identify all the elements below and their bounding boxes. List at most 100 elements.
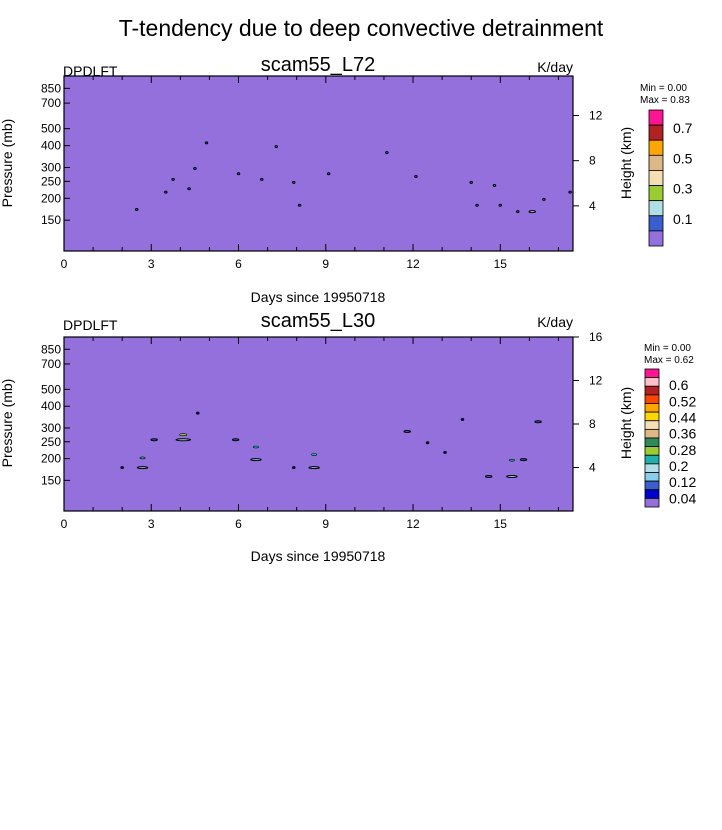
y2-tick-label: 12 bbox=[589, 374, 603, 388]
colorbar-swatch bbox=[648, 124, 664, 141]
contour-outer bbox=[274, 145, 279, 149]
detrainment-feature bbox=[204, 141, 209, 145]
y-tick-label: 200 bbox=[41, 191, 61, 205]
contour-outer bbox=[187, 187, 191, 191]
x-tick-label: 6 bbox=[235, 257, 242, 271]
colorbar-label: 0.6 bbox=[669, 377, 689, 393]
contour-outer bbox=[475, 203, 479, 207]
stats-min: Min = 0.00 bbox=[640, 83, 687, 94]
detrainment-feature bbox=[484, 474, 493, 478]
y-tick-label: 150 bbox=[41, 473, 61, 487]
y-tick-label: 250 bbox=[41, 174, 61, 188]
contour-outer bbox=[250, 458, 262, 462]
detrainment-feature bbox=[519, 458, 528, 462]
y2-tick-label: 4 bbox=[589, 461, 596, 475]
contour-inner bbox=[253, 445, 259, 449]
detrainment-feature bbox=[403, 430, 411, 434]
colorbar-label: 0.1 bbox=[673, 211, 693, 227]
colorbar-label: 0.36 bbox=[669, 426, 696, 442]
detrainment-feature bbox=[250, 445, 262, 462]
contour-outer bbox=[568, 190, 572, 194]
colorbar-swatch bbox=[648, 139, 664, 156]
y-axis-label: Pressure (mb) bbox=[0, 379, 15, 468]
stats-max: Max = 0.62 bbox=[644, 355, 694, 366]
colorbar: 0.60.520.440.360.280.20.120.04 bbox=[644, 368, 696, 508]
x-tick-label: 9 bbox=[322, 517, 329, 531]
y2-tick-label: 8 bbox=[589, 154, 596, 168]
colorbar-label: 0.44 bbox=[669, 410, 696, 426]
y2-tick-label: 4 bbox=[589, 199, 596, 213]
colorbar-swatch bbox=[648, 109, 664, 126]
colorbar-swatch bbox=[644, 437, 660, 448]
contour-outer bbox=[171, 177, 175, 181]
contour-outer bbox=[260, 177, 264, 181]
contour-outer bbox=[534, 420, 542, 424]
contour-outer bbox=[492, 183, 497, 187]
contour-outer bbox=[204, 141, 209, 145]
units-label: K/day bbox=[537, 314, 573, 330]
colorbar-swatch bbox=[644, 411, 660, 422]
y-tick-label: 850 bbox=[41, 81, 61, 95]
contour-outer bbox=[443, 450, 447, 454]
detrainment-feature bbox=[568, 190, 572, 194]
colorbar-swatch bbox=[644, 480, 660, 491]
y-tick-label: 200 bbox=[41, 452, 61, 466]
y-tick-label: 400 bbox=[41, 399, 61, 413]
field-background bbox=[64, 337, 573, 511]
contour-outer bbox=[385, 151, 389, 155]
colorbar-swatch bbox=[644, 420, 660, 430]
contour-outer bbox=[150, 438, 158, 442]
detrainment-feature bbox=[171, 177, 175, 181]
panel-title: scam55_L72 bbox=[261, 54, 376, 76]
detrainment-feature bbox=[385, 151, 389, 155]
contour-outer bbox=[164, 190, 168, 194]
colorbar-label: 0.28 bbox=[669, 442, 696, 458]
y-tick-label: 500 bbox=[41, 382, 61, 396]
y2-axis-label: Height (km) bbox=[618, 387, 634, 459]
detrainment-feature bbox=[150, 438, 158, 442]
detrainment-feature bbox=[193, 167, 197, 171]
contour-outer bbox=[292, 466, 296, 470]
contour-outer bbox=[193, 167, 197, 171]
colorbar-swatch bbox=[644, 394, 660, 404]
detrainment-feature bbox=[460, 418, 465, 422]
x-tick-label: 12 bbox=[406, 257, 420, 271]
colorbar-label: 0.7 bbox=[673, 120, 693, 136]
detrainment-feature bbox=[326, 172, 331, 176]
colorbar-label: 0.04 bbox=[669, 490, 696, 506]
colorbar-swatch bbox=[644, 385, 660, 396]
y2-tick-label: 12 bbox=[589, 109, 603, 123]
panel-scam55-l72: scam55_L72 DPDLFT K/day Min = 0.00 Max =… bbox=[0, 54, 693, 305]
contour-outer bbox=[297, 203, 302, 207]
y-tick-label: 300 bbox=[41, 161, 61, 175]
y-tick-label: 850 bbox=[41, 342, 61, 356]
colorbar-label: 0.12 bbox=[669, 474, 696, 490]
y-tick-label: 700 bbox=[41, 96, 61, 110]
colorbar-swatch bbox=[644, 463, 660, 473]
detrainment-feature bbox=[196, 411, 200, 415]
colorbar-swatch bbox=[648, 200, 664, 217]
colorbar-swatch bbox=[648, 230, 664, 247]
detrainment-feature bbox=[425, 441, 430, 445]
detrainment-feature bbox=[292, 180, 296, 184]
colorbar-swatch bbox=[644, 403, 660, 413]
detrainment-feature bbox=[506, 458, 518, 478]
y-tick-label: 300 bbox=[41, 421, 61, 435]
colorbar-swatch bbox=[644, 489, 660, 499]
detrainment-feature bbox=[492, 183, 497, 187]
contour-outer bbox=[414, 175, 418, 179]
y2-tick-label: 8 bbox=[589, 417, 596, 431]
detrainment-feature bbox=[443, 450, 447, 454]
contour-outer bbox=[506, 474, 518, 478]
detrainment-feature bbox=[134, 207, 139, 211]
stats-min: Min = 0.00 bbox=[644, 343, 691, 354]
contour-outer bbox=[498, 203, 503, 207]
detrainment-feature bbox=[260, 177, 264, 181]
detrainment-feature bbox=[542, 197, 546, 201]
x-tick-label: 15 bbox=[494, 257, 508, 271]
x-tick-label: 6 bbox=[235, 517, 242, 531]
y-tick-label: 500 bbox=[41, 122, 61, 136]
panel-title: scam55_L30 bbox=[261, 310, 376, 332]
y2-axis-label: Height (km) bbox=[618, 127, 634, 199]
